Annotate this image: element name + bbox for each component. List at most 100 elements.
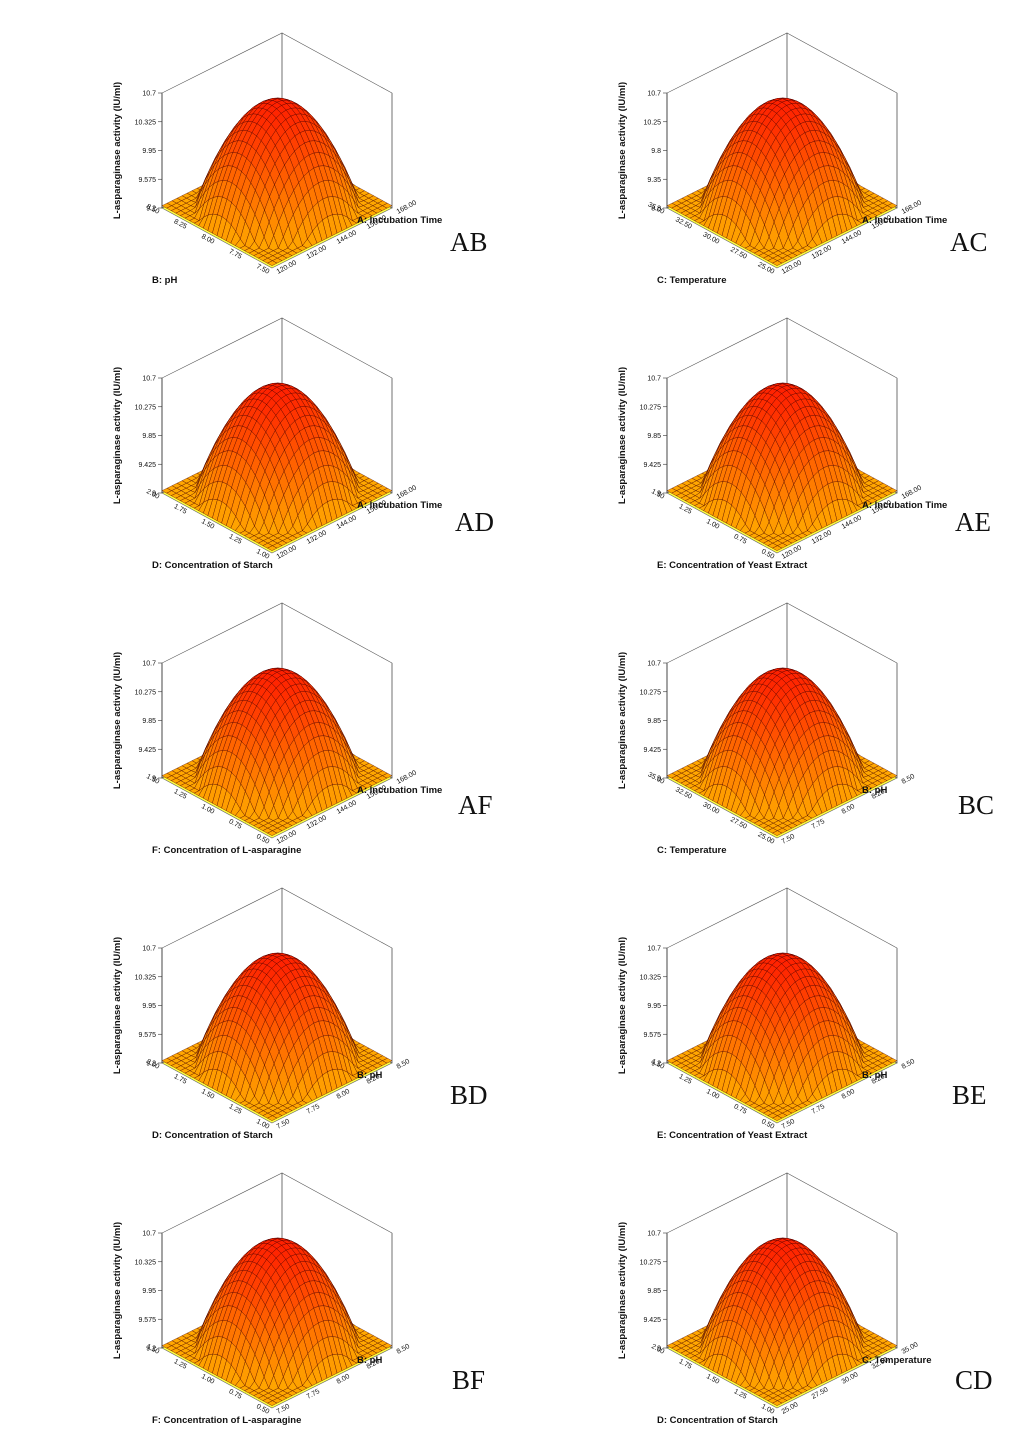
z-tick-label: 9.95 — [142, 148, 156, 155]
panel-label-ac: AC — [950, 227, 988, 257]
surface-svg: 9.2 9.575 9.95 10.325 10.7 L-asparaginase act… — [112, 887, 411, 1141]
response-surface — [161, 382, 393, 551]
z-axis-label: L-asparaginase activity (IU/ml) — [112, 937, 123, 1074]
x-tick-label: 8.50 — [901, 1058, 916, 1071]
x-tick-label: 8.50 — [396, 1058, 411, 1071]
x-axis-label: B: pH — [357, 1355, 382, 1366]
z-tick-label: 10.275 — [640, 404, 662, 411]
panel-label-be: BE — [952, 1080, 987, 1110]
z-tick-label: 10.7 — [647, 1231, 661, 1238]
z-axis-label: L-asparaginase activity (IU/ml) — [617, 652, 628, 789]
response-surface — [666, 97, 898, 266]
x-tick-label: 168.00 — [396, 199, 418, 215]
x-tick-label: 168.00 — [901, 199, 923, 215]
panel-label-cd: CD — [955, 1365, 993, 1395]
z-axis-label: L-asparaginase activity (IU/ml) — [617, 937, 628, 1074]
z-tick-label: 9.575 — [138, 1317, 156, 1324]
y-tick-label: 2.00 — [145, 488, 160, 501]
z-tick-label: 9.425 — [643, 747, 661, 754]
panel-label-ae: AE — [955, 507, 991, 537]
x-axis-label: B: pH — [862, 1070, 887, 1081]
z-tick-label: 10.275 — [135, 404, 157, 411]
z-tick-label: 10.275 — [640, 689, 662, 696]
z-tick-label: 9.8 — [651, 148, 661, 155]
z-tick-label: 9.2 — [146, 1061, 156, 1068]
surface-plot-ac: 8.8 9.35 9.8 10.25 10.7 L-asparaginase activi… — [505, 8, 995, 291]
z-axis-label: L-asparaginase activity (IU/ml) — [617, 367, 628, 504]
y-axis-label: F: Concentration of L-asparagine — [152, 1415, 301, 1426]
z-tick-label: 9 — [657, 776, 661, 783]
z-axis-label: L-asparaginase activity (IU/ml) — [112, 652, 123, 789]
y-axis-label: C: Temperature — [657, 845, 727, 856]
z-tick-label: 9.2 — [146, 206, 156, 213]
surface-svg: 9 9.425 9.85 10.275 10.7 L-asparaginase activ… — [617, 602, 916, 856]
z-tick-label: 10.7 — [142, 946, 156, 953]
x-axis-label: B: pH — [862, 785, 887, 796]
z-tick-label: 10.275 — [135, 689, 157, 696]
surface-svg: 9.2 9.575 9.95 10.325 10.7 L-asparaginase act… — [112, 1172, 411, 1426]
z-axis-label: L-asparaginase activity (IU/ml) — [112, 1222, 123, 1359]
z-tick-label: 9.85 — [647, 433, 661, 440]
x-tick-label: 168.00 — [396, 484, 418, 500]
z-tick-label: 9.2 — [651, 1061, 661, 1068]
z-tick-label: 9.425 — [138, 747, 156, 754]
panel-label-bd: BD — [450, 1080, 488, 1110]
z-tick-label: 10.7 — [142, 661, 156, 668]
z-tick-label: 9.85 — [142, 433, 156, 440]
z-tick-label: 10.7 — [142, 1231, 156, 1238]
surface-svg: 9 9.425 9.85 10.275 10.7 L-asparaginase activ… — [112, 602, 442, 856]
z-axis-label: L-asparaginase activity (IU/ml) — [617, 82, 628, 219]
z-tick-label: 10.7 — [647, 946, 661, 953]
response-surface — [666, 952, 898, 1121]
surface-plot-be: 9.2 9.575 9.95 10.325 10.7 L-asparaginase act… — [505, 863, 995, 1146]
z-tick-label: 10.275 — [640, 1259, 662, 1266]
y-axis-label: D: Concentration of Starch — [152, 1130, 273, 1141]
z-tick-label: 9.2 — [146, 1346, 156, 1353]
y-axis-label: B: pH — [152, 275, 177, 286]
x-axis-label: A: Incubation Time — [862, 500, 947, 511]
x-axis-label: C: Temperature — [862, 1355, 932, 1366]
y-axis-label: C: Temperature — [657, 275, 727, 286]
surface-svg: 9 9.425 9.85 10.275 10.7 L-asparaginase activ… — [112, 317, 442, 571]
y-axis-label: D: Concentration of Starch — [152, 560, 273, 571]
panel-label-ab: AB — [450, 227, 488, 257]
z-tick-label: 9 — [152, 776, 156, 783]
z-tick-label: 10.325 — [640, 974, 662, 981]
z-tick-label: 9 — [657, 1346, 661, 1353]
response-surface — [161, 667, 393, 836]
z-tick-label: 9.575 — [643, 1032, 661, 1039]
surface-plot-ad: 9 9.425 9.85 10.275 10.7 L-asparaginase activ… — [0, 293, 490, 576]
x-axis-label: A: Incubation Time — [357, 500, 442, 511]
z-tick-label: 9.85 — [647, 1288, 661, 1295]
response-surface — [161, 952, 393, 1121]
z-tick-label: 10.325 — [135, 119, 157, 126]
z-tick-label: 9.35 — [647, 177, 661, 184]
x-tick-label: 35.00 — [901, 1341, 920, 1355]
x-axis-label: B: pH — [357, 1070, 382, 1081]
surface-plot-bf: 9.2 9.575 9.95 10.325 10.7 L-asparaginase act… — [0, 1148, 490, 1431]
z-tick-label: 9.575 — [138, 177, 156, 184]
y-tick-label: 1.50 — [650, 1058, 665, 1071]
x-axis-label: A: Incubation Time — [862, 215, 947, 226]
surface-svg: 9 9.425 9.85 10.275 10.7 L-asparaginase activ… — [617, 317, 947, 571]
y-tick-label: 1.50 — [145, 773, 160, 786]
z-tick-label: 9.425 — [643, 1317, 661, 1324]
y-tick-label: 35.00 — [647, 201, 666, 215]
response-surface — [161, 1237, 393, 1406]
y-tick-label: 1.50 — [145, 1343, 160, 1356]
surface-plot-ab: 9.2 9.575 9.95 10.325 10.7 L-asparaginase act… — [0, 8, 490, 291]
x-tick-label: 168.00 — [396, 769, 418, 785]
y-axis-label: E: Concentration of Yeast Extract — [657, 1130, 808, 1141]
y-tick-label: 1.50 — [650, 488, 665, 501]
surface-plot-cd: 9 9.425 9.85 10.275 10.7 L-asparaginase activ… — [505, 1148, 995, 1431]
response-surface — [666, 382, 898, 551]
x-axis-label: A: Incubation Time — [357, 785, 442, 796]
z-tick-label: 10.7 — [647, 91, 661, 98]
z-tick-label: 9.85 — [647, 718, 661, 725]
y-tick-label: 8.50 — [145, 203, 160, 216]
x-tick-label: 8.50 — [396, 1343, 411, 1356]
response-surface — [666, 667, 898, 836]
surface-plot-bc: 9 9.425 9.85 10.275 10.7 L-asparaginase activ… — [505, 578, 995, 861]
z-tick-label: 10.25 — [643, 119, 661, 126]
surface-svg: 8.8 9.35 9.8 10.25 10.7 L-asparaginase activi… — [617, 32, 947, 286]
